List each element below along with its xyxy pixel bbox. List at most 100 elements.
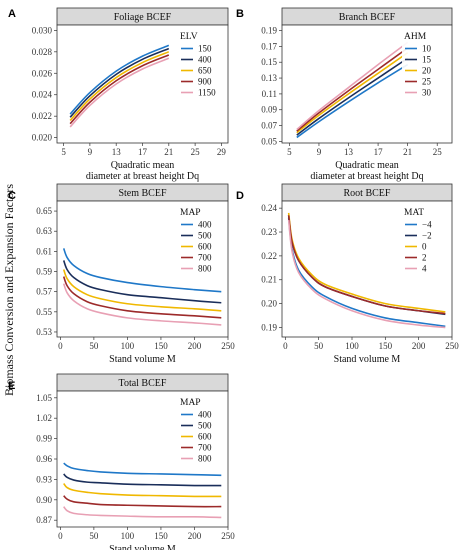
panel-e: E Total BCEF 0.87 0.90 0.93 0.96 0.99 1.02 1.05 0… [8, 373, 235, 550]
panel-a-ytick-label: 0.024 [32, 90, 53, 100]
panel-a-xtick-label: 5 [61, 147, 66, 157]
panel-d-series-line [287, 220, 446, 329]
panel-c-legend-label: 800 [198, 264, 212, 274]
panel-a-series-line [69, 54, 170, 125]
panel-c-title: Stem BCEF [118, 188, 167, 199]
panel-a-legend-label: 900 [198, 77, 212, 87]
panel-b-series-line [296, 47, 409, 132]
panel-a-ytick-label: 0.028 [32, 47, 53, 57]
panel-b-xtick-label: 17 [374, 147, 384, 157]
panel-b-legend-label: 10 [422, 44, 432, 54]
panel-b-title: Branch BCEF [339, 12, 396, 23]
panel-e-legend-label: 600 [198, 432, 212, 442]
panel-a-legend-label: 650 [198, 66, 212, 76]
panel-d-legend-label: −2 [422, 231, 432, 241]
panel-c-series-line [62, 283, 222, 326]
panel-e-title: Total BCEF [119, 378, 167, 389]
panel-c-series-line [62, 269, 222, 312]
panel-a-ytick-label: 0.030 [32, 25, 53, 35]
panel-a-series-line [69, 51, 170, 122]
panel-a: A Foliage BCEF 0.020 0.022 0.024 0.026 0.028 0.… [8, 7, 229, 182]
panel-c-legend-label: 600 [198, 242, 212, 252]
panel-d-series-line [287, 215, 446, 315]
panel-c-letter: C [8, 190, 16, 202]
panel-d-xtick-label: 250 [445, 341, 459, 351]
panel-e-ytick-label: 1.02 [36, 413, 52, 423]
panel-b-legend-label: 20 [422, 66, 432, 76]
panel-c-xtick-label: 100 [121, 341, 135, 351]
panel-a-series-line [69, 44, 170, 115]
panel-c-ytick-label: 0.65 [36, 206, 52, 216]
panel-c-xtick-label: 200 [188, 341, 202, 351]
panel-b-x-axis-label: Quadratic mean [335, 160, 399, 171]
panel-d-legend-label: 0 [422, 242, 427, 252]
panel-e-series-line [63, 462, 222, 477]
panel-d-ytick-label: 0.22 [261, 251, 277, 261]
panel-e-ytick-label: 0.99 [36, 434, 52, 444]
panel-a-xtick-label: 13 [112, 147, 122, 157]
panel-e-xtick-label: 50 [89, 531, 99, 541]
panel-a-legend-label: 150 [198, 44, 212, 54]
panel-e-ytick-label: 0.87 [36, 515, 52, 525]
panel-b-legend-title: AHM [404, 32, 427, 42]
panel-b-letter: B [236, 8, 244, 20]
panel-b-legend-label: 25 [422, 77, 432, 87]
panel-e-legend-title: MAP [180, 398, 201, 408]
panel-b-xtick-label: 21 [403, 147, 412, 157]
panel-b-legend-label: 30 [422, 88, 432, 98]
panel-a-letter: A [8, 8, 16, 20]
panel-c-ytick-label: 0.53 [36, 327, 52, 337]
panel-c-series-line [62, 276, 222, 319]
panel-b-ytick-label: 0.09 [261, 105, 277, 115]
panel-b-legend-label: 15 [422, 55, 432, 65]
panel-c: C Stem BCEF 0.53 0.55 0.57 0.59 0.61 0.63 0.65 0 5… [8, 183, 235, 365]
panel-e-xtick-label: 250 [221, 531, 235, 541]
panel-a-xtick-label: 9 [88, 147, 93, 157]
panel-d-xtick-label: 150 [379, 341, 393, 351]
panel-c-legend-label: 400 [198, 220, 212, 230]
panel-b-ytick-label: 0.15 [261, 57, 277, 67]
panel-b-ytick-label: 0.19 [261, 26, 277, 36]
panel-b-xtick-label: 13 [344, 147, 354, 157]
panel-e-series-line [63, 495, 222, 508]
panel-d-ytick-label: 0.19 [261, 322, 277, 332]
panel-b-series-line [296, 63, 409, 139]
panel-b: B Branch BCEF 0.05 0.07 0.09 0.11 0.13 0.15 0.17… [236, 7, 453, 182]
panel-a-legend-bg [178, 29, 224, 98]
panel-c-ytick-label: 0.55 [36, 307, 52, 317]
panel-a-title: Foliage BCEF [114, 12, 172, 23]
panel-d-ytick-label: 0.20 [261, 299, 277, 309]
panel-c-xtick-label: 250 [221, 341, 235, 351]
panel-e-series-line [63, 506, 222, 519]
panel-e-xtick-label: 0 [58, 531, 63, 541]
panel-c-series-line [62, 260, 222, 304]
panel-a-ytick-label: 0.022 [32, 111, 52, 121]
panel-e-ytick-label: 0.96 [36, 454, 52, 464]
panel-c-ytick-label: 0.63 [36, 226, 52, 236]
panel-c-xtick-label: 150 [154, 341, 168, 351]
panel-e-series-line [63, 473, 222, 487]
panel-e-xtick-label: 150 [154, 531, 168, 541]
panel-c-legend-label: 700 [198, 253, 212, 263]
panel-b-ytick-label: 0.07 [261, 121, 277, 131]
panel-d-legend-label: 2 [422, 253, 427, 263]
panel-b-xtick-label: 9 [317, 147, 322, 157]
panel-b-series-line [296, 57, 409, 136]
panel-d-legend-bg [402, 205, 448, 274]
panel-b-legend-bg [402, 29, 448, 98]
panel-b-ytick-label: 0.05 [261, 136, 277, 146]
panel-c-ytick-label: 0.59 [36, 267, 52, 277]
panel-b-series-line [296, 41, 409, 131]
panel-e-xtick-label: 100 [121, 531, 135, 541]
panel-a-x-axis-label: diameter at breast height Dq [86, 171, 199, 182]
panel-a-legend-title: ELV [180, 32, 198, 42]
panel-c-x-axis-label: Stand volume M [109, 354, 176, 365]
panel-e-legend-label: 400 [198, 410, 212, 420]
panel-a-series-line [69, 47, 170, 118]
panel-b-ytick-label: 0.13 [261, 73, 277, 83]
panel-a-xtick-label: 25 [191, 147, 201, 157]
panel-e-series-line [63, 482, 222, 498]
panel-d-letter: D [236, 190, 244, 202]
panel-a-ytick-label: 0.020 [32, 133, 53, 143]
